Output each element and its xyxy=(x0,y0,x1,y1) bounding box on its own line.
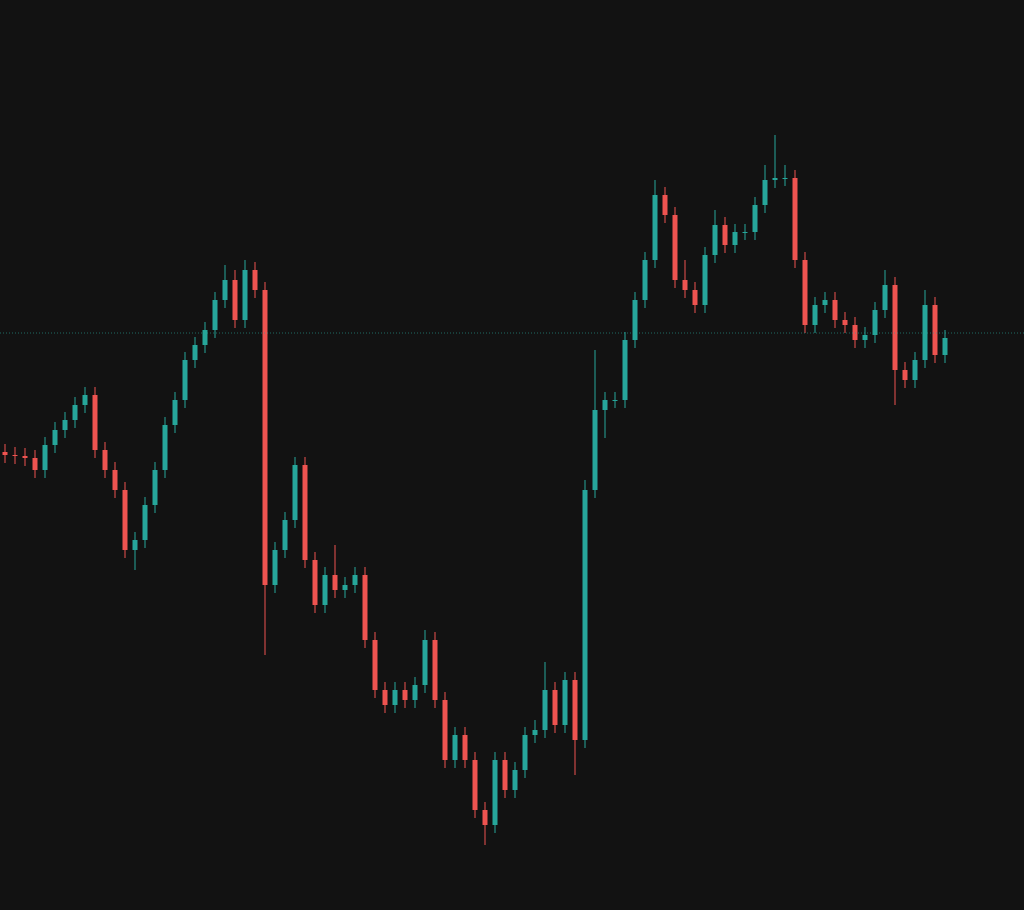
candle-body xyxy=(702,255,708,305)
candle-body xyxy=(822,300,828,305)
candle-body xyxy=(662,195,668,215)
candle-body xyxy=(352,575,358,585)
candle-body xyxy=(22,456,28,458)
candle-body xyxy=(262,290,268,585)
candle-body xyxy=(202,330,208,345)
candle-body xyxy=(452,735,458,760)
candle-body xyxy=(252,270,258,290)
candle-body xyxy=(612,400,618,401)
candle-body xyxy=(382,690,388,705)
candle-body xyxy=(212,300,218,330)
candle-body xyxy=(772,178,778,180)
candle-body xyxy=(732,232,738,245)
candle-body xyxy=(542,690,548,730)
candle-body xyxy=(242,270,248,320)
candle-body xyxy=(742,232,748,233)
candle-body xyxy=(752,205,758,232)
candle-body xyxy=(12,455,18,456)
candle-body xyxy=(412,685,418,700)
candle-body xyxy=(122,490,128,550)
candle-body xyxy=(862,335,868,340)
candle-body xyxy=(782,178,788,179)
candle-body xyxy=(52,430,58,445)
candle-body xyxy=(532,730,538,735)
candle-body xyxy=(332,575,338,590)
candle-body xyxy=(102,450,108,470)
candle-body xyxy=(462,735,468,760)
candle-body xyxy=(72,405,78,420)
candle-body xyxy=(582,490,588,740)
candle-body xyxy=(522,735,528,770)
candle-body xyxy=(502,760,508,790)
candle-body xyxy=(222,280,228,300)
candle-body xyxy=(272,550,278,585)
candle-body xyxy=(792,178,798,260)
candle-body xyxy=(492,760,498,825)
candle-body xyxy=(942,338,948,355)
candle-body xyxy=(162,425,168,470)
candle-body xyxy=(392,690,398,705)
candle-body xyxy=(172,400,178,425)
candle-body xyxy=(42,445,48,470)
candle-body xyxy=(552,690,558,725)
candle-body xyxy=(572,680,578,740)
candle-body xyxy=(152,470,158,505)
candle-body xyxy=(322,575,328,605)
candle-body xyxy=(422,640,428,685)
candle-body xyxy=(472,760,478,810)
candle-body xyxy=(712,225,718,255)
candle-body xyxy=(902,370,908,380)
candle-body xyxy=(62,420,68,430)
candle-body xyxy=(802,260,808,325)
candle-body xyxy=(892,285,898,370)
candle-body xyxy=(112,470,118,490)
candle-body xyxy=(82,395,88,405)
candle-body xyxy=(192,345,198,360)
candle-body xyxy=(402,690,408,700)
candle-body xyxy=(182,360,188,400)
candle-body xyxy=(232,280,238,320)
candle-body xyxy=(362,575,368,640)
candle-body xyxy=(672,215,678,280)
candle-body xyxy=(872,310,878,335)
candle-body xyxy=(812,305,818,325)
candle-body xyxy=(512,770,518,790)
candle-body xyxy=(282,520,288,550)
candle-body xyxy=(132,540,138,550)
candle-body xyxy=(842,320,848,325)
candle-body xyxy=(312,560,318,605)
candle-body xyxy=(292,465,298,520)
candle-body xyxy=(622,340,628,400)
candle-body xyxy=(762,180,768,205)
candle-body xyxy=(432,640,438,700)
candle-body xyxy=(32,458,38,470)
candle-body xyxy=(882,285,888,310)
candle-body xyxy=(442,700,448,760)
candle-body xyxy=(642,260,648,300)
candle-body xyxy=(602,400,608,410)
candle-body xyxy=(142,505,148,540)
candle-body xyxy=(372,640,378,690)
candle-body xyxy=(92,395,98,450)
candle-body xyxy=(592,410,598,490)
candle-body xyxy=(562,680,568,725)
candle-body xyxy=(832,300,838,320)
candle-body xyxy=(302,465,308,560)
candle-body xyxy=(482,810,488,825)
candle-body xyxy=(932,305,938,355)
candle-body xyxy=(2,452,8,455)
candle-body xyxy=(682,280,688,290)
candle-body xyxy=(912,360,918,380)
candle-body xyxy=(342,585,348,590)
candle-body xyxy=(722,225,728,245)
candle-body xyxy=(652,195,658,260)
candle-body xyxy=(692,290,698,305)
candle-body xyxy=(632,300,638,340)
